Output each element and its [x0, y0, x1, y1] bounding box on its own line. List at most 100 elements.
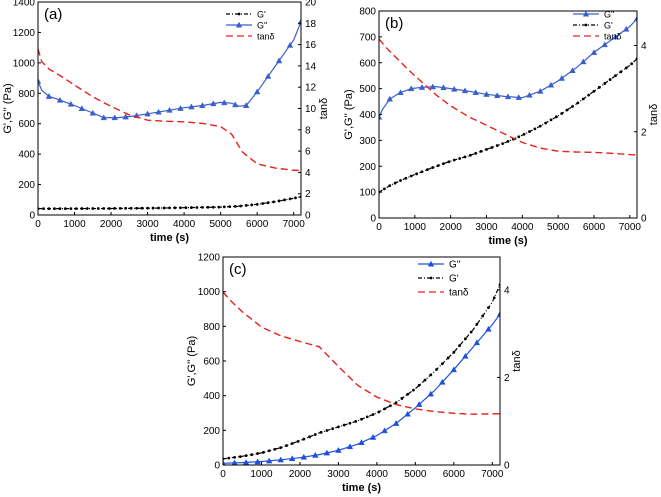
- data-point: [155, 108, 162, 115]
- data-point: [38, 77, 42, 84]
- data-point: [308, 435, 311, 439]
- data-point: [144, 110, 151, 117]
- data-point: [404, 176, 408, 180]
- data-point: [439, 378, 446, 385]
- x-tick-label: 1000: [250, 469, 273, 480]
- data-point: [107, 207, 111, 210]
- y2-tick-label: 0: [641, 214, 647, 225]
- data-point: [261, 202, 265, 205]
- data-point: [231, 459, 238, 465]
- data-point: [96, 207, 100, 210]
- legend-label: tanδ: [449, 288, 469, 299]
- panel-label: (a): [44, 6, 62, 23]
- plot-area: [223, 283, 500, 465]
- data-point: [458, 344, 462, 347]
- data-point: [392, 420, 400, 426]
- data-point: [118, 206, 122, 210]
- data-point: [78, 105, 86, 111]
- data-point: [253, 88, 261, 95]
- data-point: [517, 135, 521, 139]
- data-point: [288, 197, 292, 201]
- data-point: [569, 67, 576, 74]
- data-point: [369, 433, 377, 440]
- plot-frame: [378, 10, 638, 219]
- y2-tick-label: 0: [504, 461, 510, 472]
- data-point: [408, 85, 415, 92]
- y2-axis-label: tanδ: [318, 98, 330, 119]
- data-point: [612, 33, 619, 40]
- y-tick-label: 1200: [198, 253, 221, 264]
- data-point: [221, 99, 228, 106]
- y-tick-label: 600: [359, 58, 376, 69]
- data-point: [506, 140, 510, 143]
- data-point: [412, 388, 415, 392]
- data-point: [289, 455, 296, 462]
- data-point: [53, 207, 56, 211]
- data-point: [409, 174, 413, 178]
- data-point: [415, 172, 419, 176]
- legend-marker: [582, 10, 590, 17]
- data-point: [264, 72, 272, 79]
- data-point: [250, 453, 254, 456]
- data-point: [277, 456, 284, 463]
- data-point: [501, 142, 505, 146]
- chart-panel-1: 0 1000 2000 3000 4000 5000 6000 700001002003004…: [343, 7, 660, 248]
- data-point: [80, 207, 84, 210]
- data-point: [446, 356, 450, 360]
- y-tick-label: 0: [29, 211, 35, 222]
- data-point: [250, 203, 254, 207]
- plot-area: [38, 18, 301, 211]
- x-tick-label: 6000: [583, 222, 606, 233]
- data-point: [184, 206, 188, 210]
- data-point: [244, 204, 248, 207]
- x-tick-label: 7000: [481, 469, 504, 480]
- legend-label: G': [604, 21, 613, 31]
- data-point: [179, 206, 182, 210]
- y-tick-label: 300: [359, 136, 376, 147]
- data-point: [85, 207, 89, 210]
- data-point: [451, 85, 458, 92]
- x-axis-label: time (s): [488, 235, 527, 247]
- data-point: [239, 204, 243, 208]
- data-point: [190, 206, 193, 209]
- legend-marker: [427, 260, 435, 267]
- y2-tick-label: 14: [305, 61, 317, 72]
- data-point: [371, 413, 375, 416]
- data-point: [544, 121, 548, 125]
- chart-panel-0: 0 1000 2000 3000 4000 5000 6000 700002004006008…: [2, 0, 330, 244]
- x-tick-label: 5000: [404, 469, 427, 480]
- y-tick-label: 500: [359, 84, 376, 95]
- data-point: [619, 70, 623, 74]
- data-point: [140, 206, 144, 210]
- data-point: [504, 93, 512, 100]
- data-point: [319, 430, 323, 434]
- data-point: [608, 78, 612, 81]
- y2-tick-label: 4: [641, 41, 647, 52]
- x-tick-label: 2000: [100, 219, 123, 230]
- data-point: [58, 207, 62, 211]
- data-point: [254, 458, 261, 465]
- data-point: [300, 453, 308, 460]
- y2-tick-label: 4: [305, 168, 311, 179]
- data-point: [394, 401, 398, 404]
- data-point: [481, 314, 485, 318]
- data-point: [554, 115, 558, 119]
- data-point: [100, 114, 107, 121]
- data-point: [63, 207, 67, 211]
- x-axis-label: time (s): [150, 232, 189, 244]
- y2-tick-label: 8: [305, 125, 311, 136]
- data-point: [358, 439, 365, 445]
- data-point: [473, 339, 481, 346]
- data-point: [474, 151, 478, 155]
- data-point: [590, 49, 598, 55]
- legend-label: G'': [257, 21, 268, 31]
- x-tick-label: 0: [35, 219, 41, 230]
- data-point: [325, 429, 329, 432]
- data-point: [487, 306, 490, 310]
- data-point: [418, 84, 426, 90]
- data-point: [383, 407, 386, 411]
- data-point: [135, 206, 139, 210]
- data-point: [42, 207, 45, 211]
- data-point: [549, 118, 553, 122]
- x-tick-label: 4000: [511, 222, 534, 233]
